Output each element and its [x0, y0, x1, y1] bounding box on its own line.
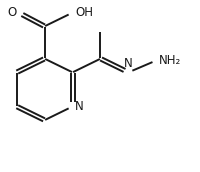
Text: OH: OH	[75, 6, 92, 19]
Text: N: N	[123, 57, 132, 70]
Text: N: N	[75, 100, 83, 113]
Text: NH₂: NH₂	[158, 54, 180, 67]
Text: O: O	[7, 6, 16, 19]
